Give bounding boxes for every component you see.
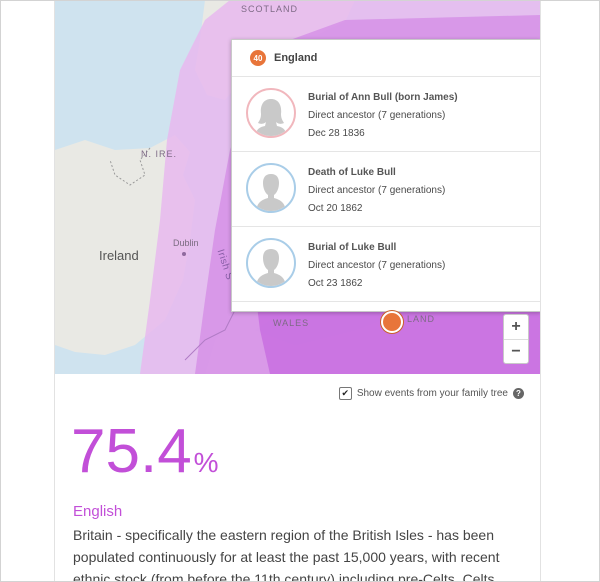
event-count-badge: 40 (250, 50, 266, 66)
female-silhouette-icon (246, 88, 296, 138)
percentage-sign: % (193, 447, 219, 478)
map-label-northern-ireland: N. IRE. (141, 149, 178, 159)
male-silhouette-icon (246, 163, 296, 213)
map-pin-england[interactable] (381, 311, 403, 333)
show-events-label[interactable]: Show events from your family tree (356, 388, 508, 399)
zoom-out-button[interactable]: − (511, 343, 521, 360)
ethnicity-card: SCOTLAND N. IRE. Ireland Dublin Irish S … (55, 0, 540, 582)
ethnicity-name: English (73, 503, 123, 520)
zoom-controls: + − (503, 314, 529, 364)
left-gutter (0, 0, 55, 582)
help-icon[interactable]: ? (513, 388, 524, 399)
event-title[interactable]: Death of Luke Bull (308, 167, 396, 178)
event-item[interactable]: Death of Luke Bull Direct ancestor (7 ge… (232, 152, 540, 227)
event-date: Oct 23 1862 (308, 278, 363, 289)
map-label-wales: WALES (273, 318, 310, 328)
event-relation: Direct ancestor (7 generations) (308, 185, 446, 196)
event-relation: Direct ancestor (7 generations) (308, 260, 446, 271)
event-title[interactable]: Burial of Ann Bull (born James) (308, 92, 458, 103)
male-silhouette-icon (246, 238, 296, 288)
map-label-england: LAND (407, 314, 436, 324)
popup-pointer (386, 303, 398, 310)
events-popup[interactable]: 40 England Burial of Ann Bull (born Jame… (231, 39, 540, 312)
ethnicity-description: Britain - specifically the eastern regio… (73, 527, 500, 582)
event-title[interactable]: Burial of Luke Bull (308, 242, 397, 253)
right-gutter (540, 0, 600, 582)
ethnicity-percentage: 75.4% (71, 416, 219, 487)
percentage-value: 75.4 (71, 417, 192, 486)
popup-region-title: England (274, 52, 318, 64)
event-item[interactable]: Burial of Ann Bull (born James) Direct a… (232, 77, 540, 152)
event-date: Oct 20 1862 (308, 203, 363, 214)
event-relation: Direct ancestor (7 generations) (308, 110, 446, 121)
map-label-ireland: Ireland (99, 248, 139, 263)
map-label-dublin: Dublin (173, 238, 199, 248)
map-label-scotland: SCOTLAND (241, 4, 299, 14)
show-events-option[interactable]: ✔ Show events from your family tree ? (338, 387, 524, 400)
event-item[interactable]: Burial of Luke Bull Direct ancestor (7 g… (232, 227, 540, 302)
event-date: Dec 28 1836 (308, 128, 365, 139)
show-events-checkbox[interactable]: ✔ (338, 387, 352, 400)
ethnicity-map[interactable]: SCOTLAND N. IRE. Ireland Dublin Irish S … (55, 0, 540, 374)
zoom-in-button[interactable]: + (504, 315, 528, 340)
popup-header: 40 England (232, 40, 540, 77)
